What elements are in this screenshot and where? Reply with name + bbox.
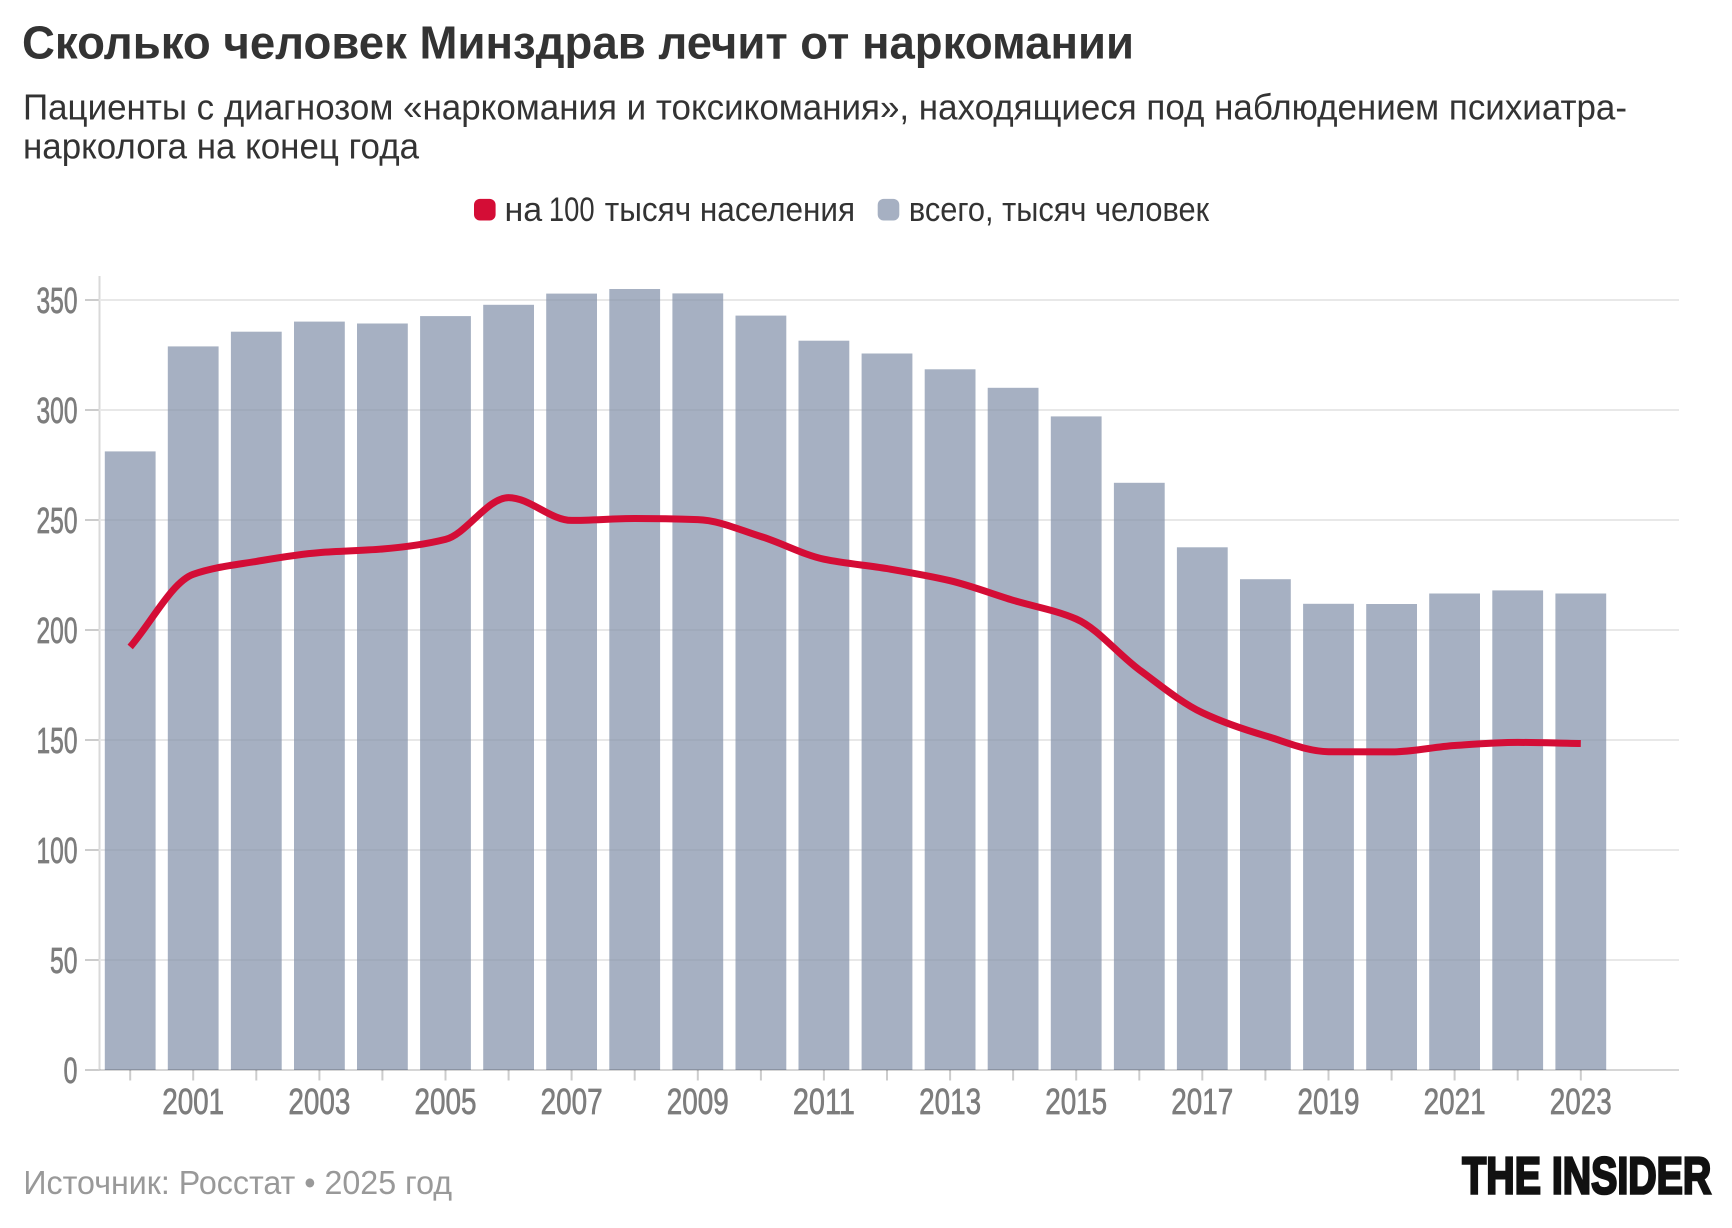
svg-text:на: на (505, 191, 543, 229)
svg-text:нарколога на конец года: нарколога на конец года (23, 126, 420, 167)
svg-text:50: 50 (50, 940, 78, 981)
svg-text:Источник: Росстат • 2025 год: Источник: Росстат • 2025 год (23, 1164, 452, 1201)
svg-text:200: 200 (37, 610, 78, 651)
svg-text:100: 100 (549, 191, 595, 229)
svg-text:2011: 2011 (793, 1081, 855, 1122)
svg-text:100: 100 (37, 830, 78, 871)
svg-text:2017: 2017 (1171, 1081, 1233, 1122)
svg-text:300: 300 (37, 390, 78, 431)
svg-text:2001: 2001 (162, 1081, 224, 1122)
svg-text:2019: 2019 (1298, 1081, 1360, 1122)
svg-text:2023: 2023 (1550, 1081, 1612, 1122)
svg-text:2007: 2007 (541, 1081, 603, 1122)
svg-text:150: 150 (37, 720, 78, 761)
svg-text:Пациенты с диагнозом «наркоман: Пациенты с диагнозом «наркомания и токси… (23, 87, 1627, 128)
svg-text:2015: 2015 (1045, 1081, 1107, 1122)
svg-text:тысяч населения: тысяч населения (605, 191, 855, 229)
svg-text:THE INSIDER: THE INSIDER (1462, 1147, 1711, 1205)
svg-text:2003: 2003 (288, 1081, 350, 1122)
svg-text:2009: 2009 (667, 1081, 729, 1122)
svg-text:0: 0 (64, 1050, 78, 1091)
svg-text:2013: 2013 (919, 1081, 981, 1122)
svg-text:2021: 2021 (1424, 1081, 1486, 1122)
svg-text:2005: 2005 (415, 1081, 477, 1122)
svg-text:350: 350 (37, 280, 78, 321)
svg-text:250: 250 (37, 500, 78, 541)
svg-text:Сколько человек Минздрав лечит: Сколько человек Минздрав лечит от нарком… (22, 17, 1134, 69)
svg-text:всего, тысяч человек: всего, тысяч человек (909, 191, 1210, 229)
